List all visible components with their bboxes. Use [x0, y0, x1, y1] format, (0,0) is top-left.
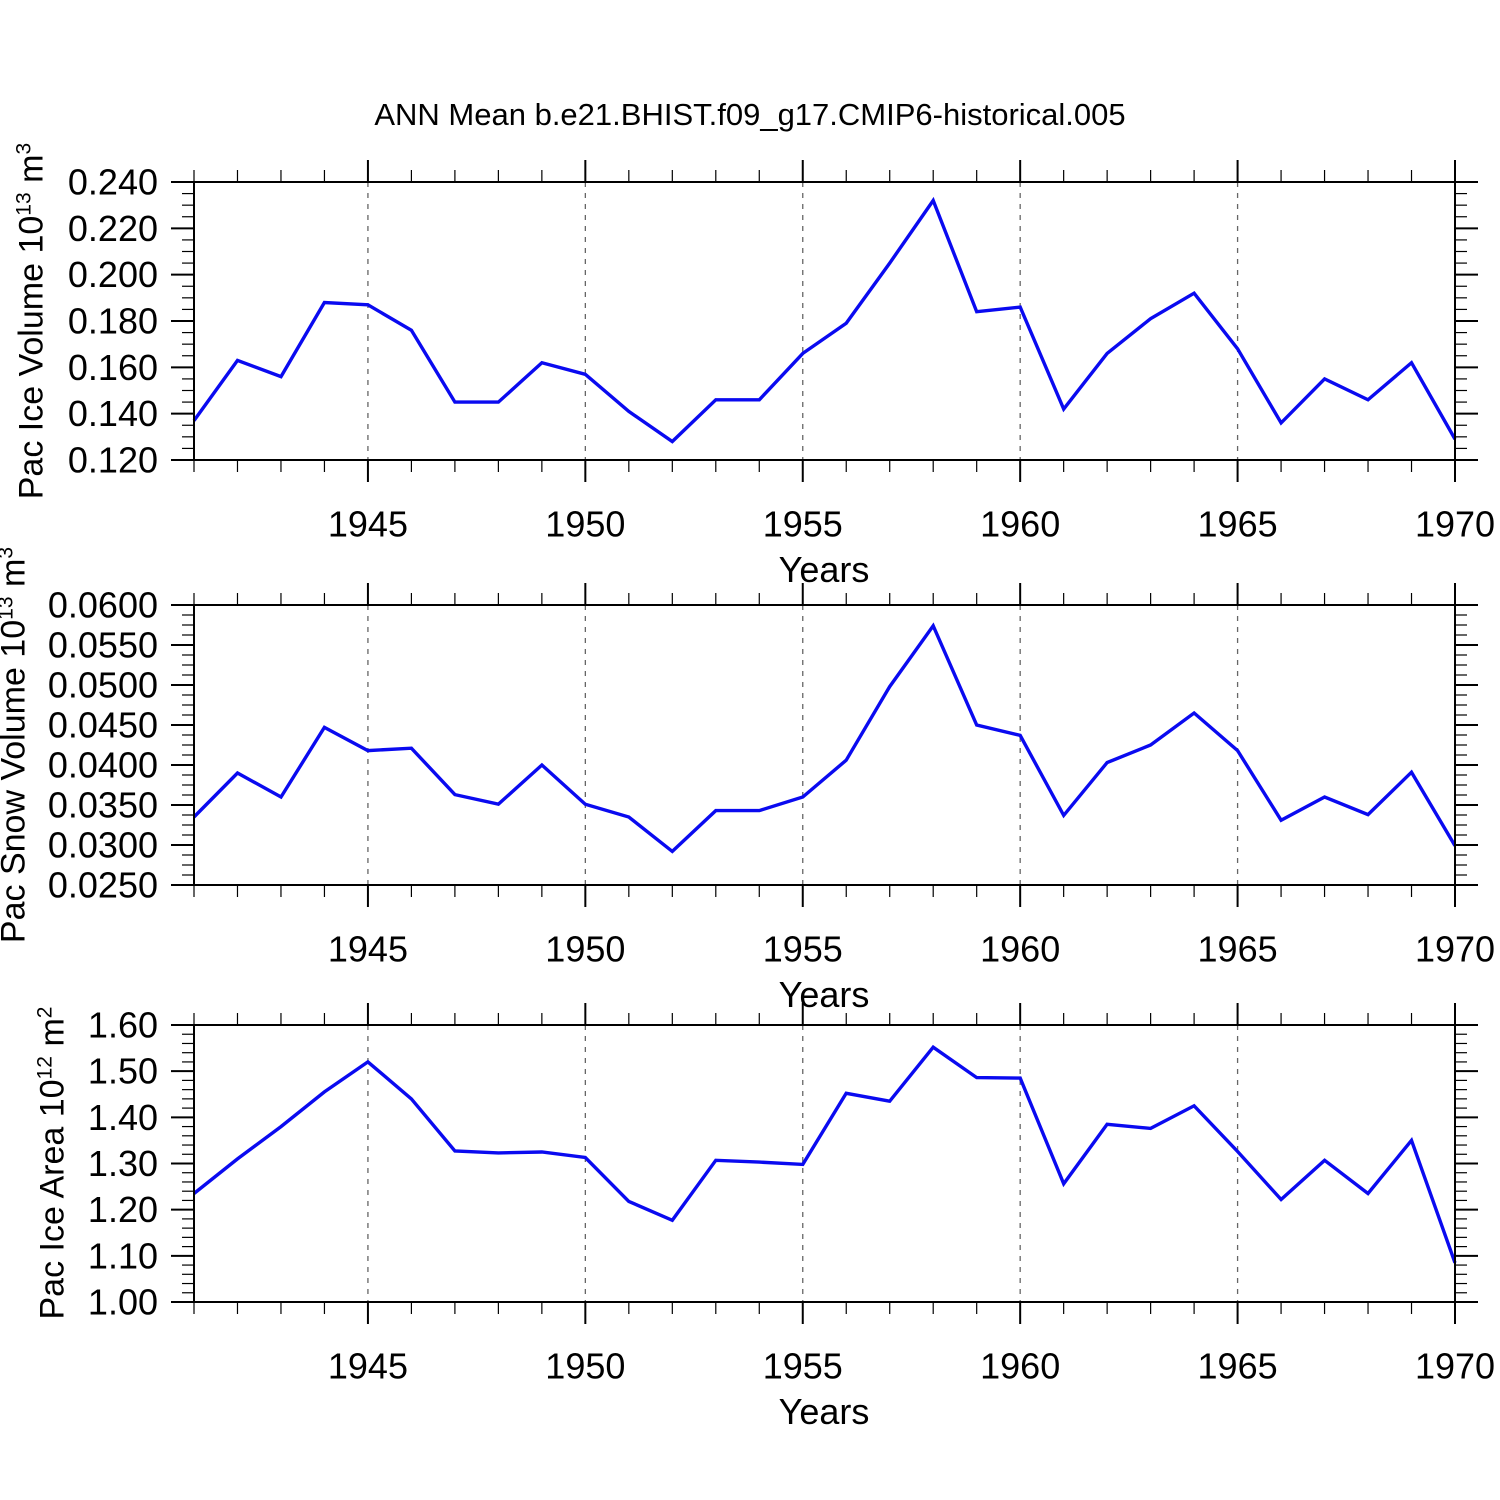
x-tick-label: 1960 [980, 1346, 1060, 1387]
y-axis-title-unit-exponent: 2 [33, 1006, 57, 1019]
y-axis-title-unit-exponent: 3 [12, 142, 36, 155]
y-tick-label: 0.180 [68, 301, 158, 342]
x-tick-label: 1955 [763, 929, 843, 970]
x-axis-title-chart-2: Years [778, 974, 870, 1015]
x-tick-label: 1965 [1198, 504, 1278, 545]
plot-box [193, 604, 1456, 886]
x-tick-label: 1945 [328, 1346, 408, 1387]
y-tick-label: 0.120 [68, 440, 158, 481]
x-tick-label: 1960 [980, 504, 1060, 545]
y-axis-title-unit-exponent: 3 [0, 547, 17, 559]
x-tick-label: 1965 [1198, 1346, 1278, 1387]
y-tick-label: 0.0450 [48, 705, 158, 746]
x-tick-label: 1970 [1415, 1346, 1495, 1387]
x-tick-label: 1970 [1415, 504, 1495, 545]
x-axis-title-chart-3: Years [778, 1391, 870, 1432]
y-axis-title-unit: m [33, 1018, 72, 1057]
y-axis-title-text: Pac Snow Volume 10 [0, 619, 33, 944]
y-tick-label: 1.10 [88, 1235, 158, 1276]
x-tick-label: 1960 [980, 929, 1060, 970]
x-tick-label: 1955 [763, 1346, 843, 1387]
y-axis-title-exponent: 13 [12, 192, 36, 216]
y-tick-label: 0.0600 [48, 585, 158, 626]
y-tick-label: 0.160 [68, 347, 158, 388]
y-tick-label: 1.20 [88, 1189, 158, 1230]
y-tick-label: 0.240 [68, 162, 158, 203]
y-tick-label: 0.0500 [48, 665, 158, 706]
y-tick-label: 1.00 [88, 1282, 158, 1323]
chart-pac-snow-volume: 0.06000.05500.05000.04500.04000.03500.03… [48, 583, 1495, 970]
x-tick-label: 1950 [545, 929, 625, 970]
y-tick-label: 0.0350 [48, 785, 158, 826]
y-axis-title-unit: m [0, 559, 33, 597]
y-axis-title-pac-snow-volume: Pac Snow Volume 1013 m3 [0, 547, 34, 943]
x-tick-label: 1945 [328, 929, 408, 970]
figure-title: ANN Mean b.e21.BHIST.f09_g17.CMIP6-histo… [374, 97, 1126, 132]
y-tick-label: 1.60 [88, 1005, 158, 1046]
y-axis-title-exponent: 12 [33, 1056, 57, 1080]
data-line-pac-ice-volume [192, 196, 1457, 444]
x-tick-label: 1955 [763, 504, 843, 545]
y-axis-title-unit: m [12, 154, 51, 193]
y-tick-label: 0.0300 [48, 825, 158, 866]
data-line-pac-snow-volume [192, 622, 1457, 854]
x-tick-label: 1950 [545, 1346, 625, 1387]
y-tick-label: 0.0400 [48, 745, 158, 786]
y-tick-label: 1.30 [88, 1143, 158, 1184]
y-tick-label: 1.50 [88, 1051, 158, 1092]
x-tick-label: 1970 [1415, 929, 1495, 970]
y-axis-title-text: Pac Ice Volume 10 [12, 215, 51, 500]
chart-pac-ice-volume: 0.240 0.220 0.200 0.180 0.160 0.140 0.120 1945 1… [68, 160, 1495, 545]
plot-box [193, 181, 1456, 461]
chart-pac-ice-area: 1.60 1.50 1.40 1.30 1.20 1.10 1.00 1945 1950 1955… [88, 1003, 1495, 1387]
plot-box [193, 1024, 1456, 1303]
y-tick-label: 0.0550 [48, 625, 158, 666]
y-tick-label: 1.40 [88, 1097, 158, 1138]
y-tick-label: 0.140 [68, 393, 158, 434]
x-tick-label: 1950 [545, 504, 625, 545]
y-tick-label: 0.220 [68, 208, 158, 249]
y-axis-title-text: Pac Ice Area 10 [33, 1079, 72, 1320]
data-line-pac-ice-area [192, 1044, 1457, 1264]
y-axis-title-pac-ice-area: Pac Ice Area 1012 m2 [33, 1006, 72, 1319]
x-axis-title-chart-1: Years [778, 549, 870, 590]
x-tick-label: 1945 [328, 504, 408, 545]
y-tick-label: 0.0250 [48, 865, 158, 906]
y-axis-title-pac-ice-volume: Pac Ice Volume 1013 m3 [12, 143, 51, 499]
x-tick-label: 1965 [1198, 929, 1278, 970]
y-axis-title-exponent: 13 [0, 596, 18, 620]
y-tick-label: 0.200 [68, 254, 158, 295]
